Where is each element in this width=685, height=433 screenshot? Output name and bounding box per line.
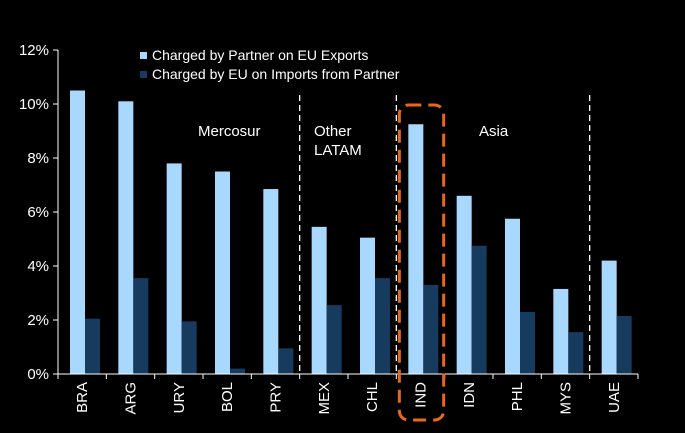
x-tick-label-arg: ARG	[123, 382, 140, 415]
bar-eu-uae	[616, 315, 632, 374]
bar-eu-pry	[278, 348, 294, 374]
x-tick-label-bol: BOL	[219, 382, 236, 412]
legend-item-partner: Charged by Partner on EU Exports	[140, 46, 399, 65]
y-tick-label: 12%	[19, 42, 49, 59]
bar-eu-bol	[230, 368, 245, 374]
y-tick-label: 6%	[27, 204, 49, 221]
legend-item-eu: Charged by EU on Imports from Partner	[140, 65, 399, 84]
bar-eu-phl	[520, 311, 535, 374]
bar-eu-ury	[181, 321, 197, 374]
bar-eu-mex	[326, 305, 342, 374]
y-tick-label: 8%	[27, 150, 49, 167]
bar-partner-mys	[553, 288, 569, 374]
highlight-box-ind	[397, 103, 446, 422]
bar-eu-bra	[85, 318, 100, 374]
legend-swatch-partner	[140, 52, 147, 59]
x-tick-label-mys: MYS	[558, 382, 575, 415]
y-tick-label: 0%	[27, 366, 49, 383]
bar-eu-mys	[568, 332, 584, 374]
bar-eu-idn	[471, 245, 487, 374]
bar-partner-ury	[166, 163, 182, 374]
y-tick-label: 10%	[19, 96, 49, 113]
x-tick-label-chl: CHL	[364, 382, 381, 412]
legend-swatch-eu	[140, 71, 147, 78]
bar-partner-arg	[118, 101, 134, 375]
bar-eu-chl	[375, 278, 390, 374]
x-tick-label-mex: MEX	[316, 382, 333, 415]
x-tick-label-uae: UAE	[606, 382, 623, 413]
legend-label-eu: Charged by EU on Imports from Partner	[152, 66, 400, 82]
x-tick-label-ind: IND	[413, 382, 430, 408]
bar-partner-phl	[505, 218, 520, 374]
x-tick-label-phl: PHL	[509, 382, 526, 411]
x-tick-label-pry: PRY	[268, 382, 285, 413]
bar-eu-ind	[423, 284, 439, 374]
bar-partner-ind	[408, 124, 424, 374]
x-tick-label-bra: BRA	[74, 382, 91, 413]
x-tick-label-ury: URY	[171, 382, 188, 413]
bar-partner-bol	[215, 171, 230, 374]
legend-label-partner: Charged by Partner on EU Exports	[152, 47, 369, 63]
bar-partner-idn	[456, 195, 472, 374]
region-label-other-latam: Other LATAM	[314, 123, 362, 159]
bar-partner-uae	[601, 260, 617, 374]
bar-eu-arg	[133, 278, 149, 374]
bar-partner-mex	[311, 226, 327, 374]
bar-partner-bra	[70, 90, 85, 374]
legend: Charged by Partner on EU Exports Charged…	[140, 46, 399, 84]
x-tick-label-idn: IDN	[461, 382, 478, 408]
bar-partner-pry	[263, 189, 279, 374]
y-tick-label: 2%	[27, 312, 49, 329]
region-label-asia: Asia	[479, 123, 509, 140]
bar-partner-chl	[360, 237, 375, 374]
y-tick-label: 4%	[27, 258, 49, 275]
region-label-mercosur: Mercosur	[198, 123, 261, 140]
